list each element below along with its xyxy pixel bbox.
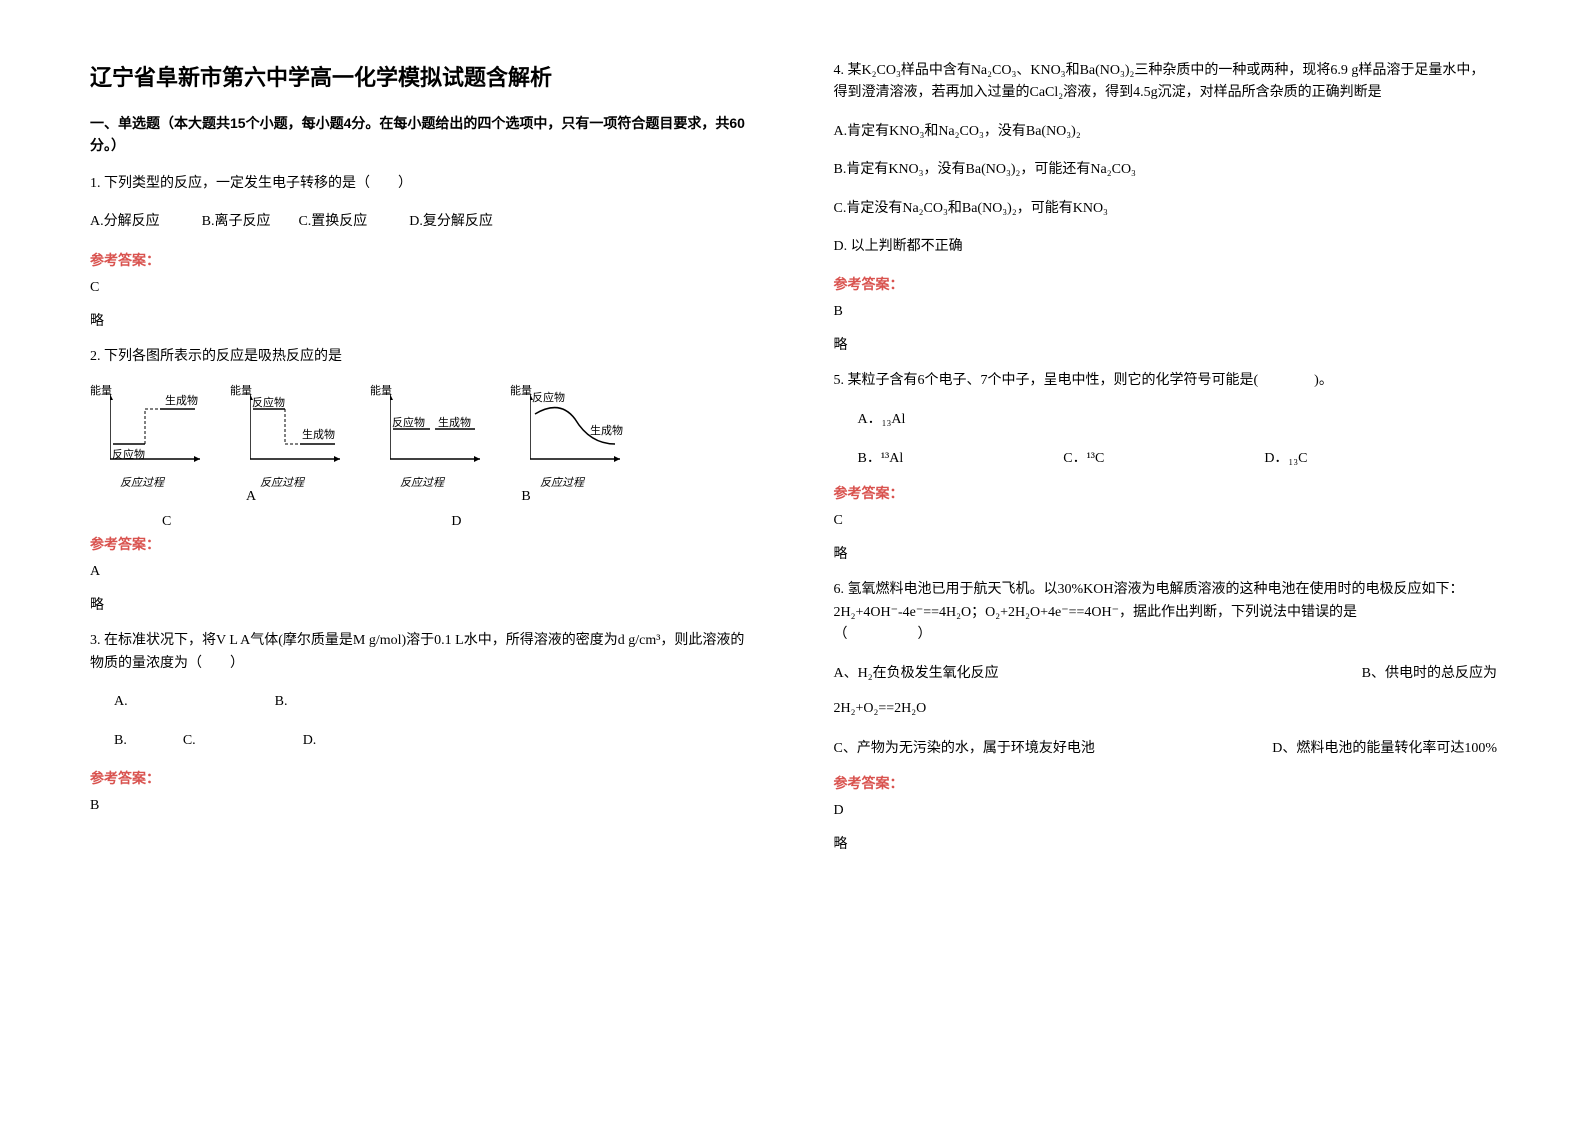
q4-optD: D. 以上判断都不正确 [834, 236, 1498, 258]
q4-answer: B [834, 304, 1498, 320]
q6-optD: D、燃料电池的能量转化率可达100% [1272, 737, 1497, 757]
q1-answer-label: 参考答案： [90, 250, 754, 270]
diagram-c-xlabel: 反应过程 [400, 474, 444, 490]
q2-answer-label: 参考答案： [90, 534, 754, 554]
q2-diagrams: 能量 生成物 反应物 反应过程 能量 [90, 384, 754, 474]
q5-omit: 略 [834, 543, 1498, 563]
diagram-c: 能量 反应物 生成物 反应过程 [370, 384, 490, 474]
q5-optA: A．₁₃Al [834, 409, 1498, 431]
q2-answer: A [90, 564, 754, 580]
diagram-d: 能量 反应物 生成物 反应过程 [510, 384, 630, 474]
q2-omit: 略 [90, 594, 754, 614]
diagram-c-ylabel: 能量 [370, 382, 392, 398]
diagram-d-reactant: 反应物 [532, 389, 565, 405]
q6-optC: C、产物为无污染的水，属于环境友好电池 [834, 737, 1095, 757]
diagram-a-xlabel: 反应过程 [120, 474, 164, 490]
q1-answer: C [90, 280, 754, 296]
q5-optD: D．₁₃C [1264, 447, 1307, 467]
q1-omit: 略 [90, 310, 754, 330]
diagram-d-xlabel: 反应过程 [540, 474, 584, 490]
diagram-a: 能量 生成物 反应物 反应过程 [90, 384, 210, 474]
q6-optsCD: C、产物为无污染的水，属于环境友好电池 D、燃料电池的能量转化率可达100% [834, 737, 1498, 757]
section-header: 一、单选题（本大题共15个小题，每小题4分。在每小题给出的四个选项中，只有一项符… [90, 112, 754, 157]
q5-opts-bcd: B．¹³Al C．¹³C D．₁₃C [834, 447, 1498, 467]
q2-text: 2. 下列各图所表示的反应是吸热反应的是 [90, 346, 754, 368]
q5-optC: C．¹³C [1063, 447, 1104, 467]
diagram-c-reactant: 反应物 [392, 414, 425, 430]
page-title: 辽宁省阜新市第六中学高一化学模拟试题含解析 [90, 60, 754, 92]
q5-answer: C [834, 513, 1498, 529]
right-column: 4. 某K₂CO₃样品中含有Na₂CO₃、KNO₃和Ba(NO₃)₂三种杂质中的… [834, 60, 1498, 1062]
q4-optA: A.肯定有KNO₃和Na₂CO₃，没有Ba(NO₃)₂ [834, 121, 1498, 143]
q3-answer-label: 参考答案： [90, 768, 754, 788]
q3-opt-b: B. [275, 694, 288, 709]
q6-optA: A、H₂在负极发生氧化反应 [834, 662, 999, 682]
left-column: 辽宁省阜新市第六中学高一化学模拟试题含解析 一、单选题（本大题共15个小题，每小… [90, 60, 754, 1062]
q6-optsAB: A、H₂在负极发生氧化反应 B、供电时的总反应为 [834, 662, 1498, 682]
q3-opt-d: D. [303, 733, 317, 748]
q5-text: 5. 某粒子含有6个电子、7个中子，呈电中性，则它的化学符号可能是( )。 [834, 370, 1498, 392]
diagram-d-product: 生成物 [590, 422, 623, 438]
q2-letters-row2: C D [120, 509, 754, 534]
q4-text: 4. 某K₂CO₃样品中含有Na₂CO₃、KNO₃和Ba(NO₃)₂三种杂质中的… [834, 60, 1498, 105]
q1-text: 1. 下列类型的反应，一定发生电子转移的是（ ） [90, 173, 754, 195]
q3-opts-row1: A. B. [90, 691, 754, 713]
q4-optB: B.肯定有KNO₃，没有Ba(NO₃)₂，可能还有Na₂CO₃ [834, 159, 1498, 181]
q3-text: 3. 在标准状况下，将V L A气体(摩尔质量是M g/mol)溶于0.1 L水… [90, 630, 754, 675]
diagram-b-reactant: 反应物 [252, 394, 285, 410]
diagram-a-ylabel: 能量 [90, 382, 112, 398]
q3-opt-a: A. [114, 694, 128, 709]
diagram-b-ylabel: 能量 [230, 382, 252, 398]
q3-opts-row2: B. C. D. [90, 730, 754, 752]
diagram-b: 能量 反应物 生成物 反应过程 [230, 384, 350, 474]
q3-answer: B [90, 798, 754, 814]
diagram-c-product: 生成物 [438, 414, 471, 430]
q5-optB: B．¹³Al [858, 447, 904, 467]
q4-optC: C.肯定没有Na₂CO₃和Ba(NO₃)₂，可能有KNO₃ [834, 198, 1498, 220]
q6-text: 6. 氢氧燃料电池已用于航天飞机。以30%KOH溶液为电解质溶液的这种电池在使用… [834, 579, 1498, 646]
diagram-b-xlabel: 反应过程 [260, 474, 304, 490]
q3-opt-bc: B. C. [114, 733, 196, 748]
q6-optA-line2: 2H₂+O₂==2H₂O [834, 698, 1498, 720]
diagram-b-product: 生成物 [302, 426, 335, 442]
q6-omit: 略 [834, 833, 1498, 853]
diagram-d-ylabel: 能量 [510, 382, 532, 398]
q6-optB: B、供电时的总反应为 [1362, 662, 1497, 682]
q5-answer-label: 参考答案： [834, 483, 1498, 503]
q1-options: A.分解反应 B.离子反应 C.置换反应 D.复分解反应 [90, 211, 754, 233]
diagram-a-reactant: 反应物 [112, 446, 145, 462]
q4-omit: 略 [834, 334, 1498, 354]
q6-answer: D [834, 803, 1498, 819]
q6-answer-label: 参考答案： [834, 773, 1498, 793]
diagram-a-product: 生成物 [165, 392, 198, 408]
q4-answer-label: 参考答案： [834, 274, 1498, 294]
